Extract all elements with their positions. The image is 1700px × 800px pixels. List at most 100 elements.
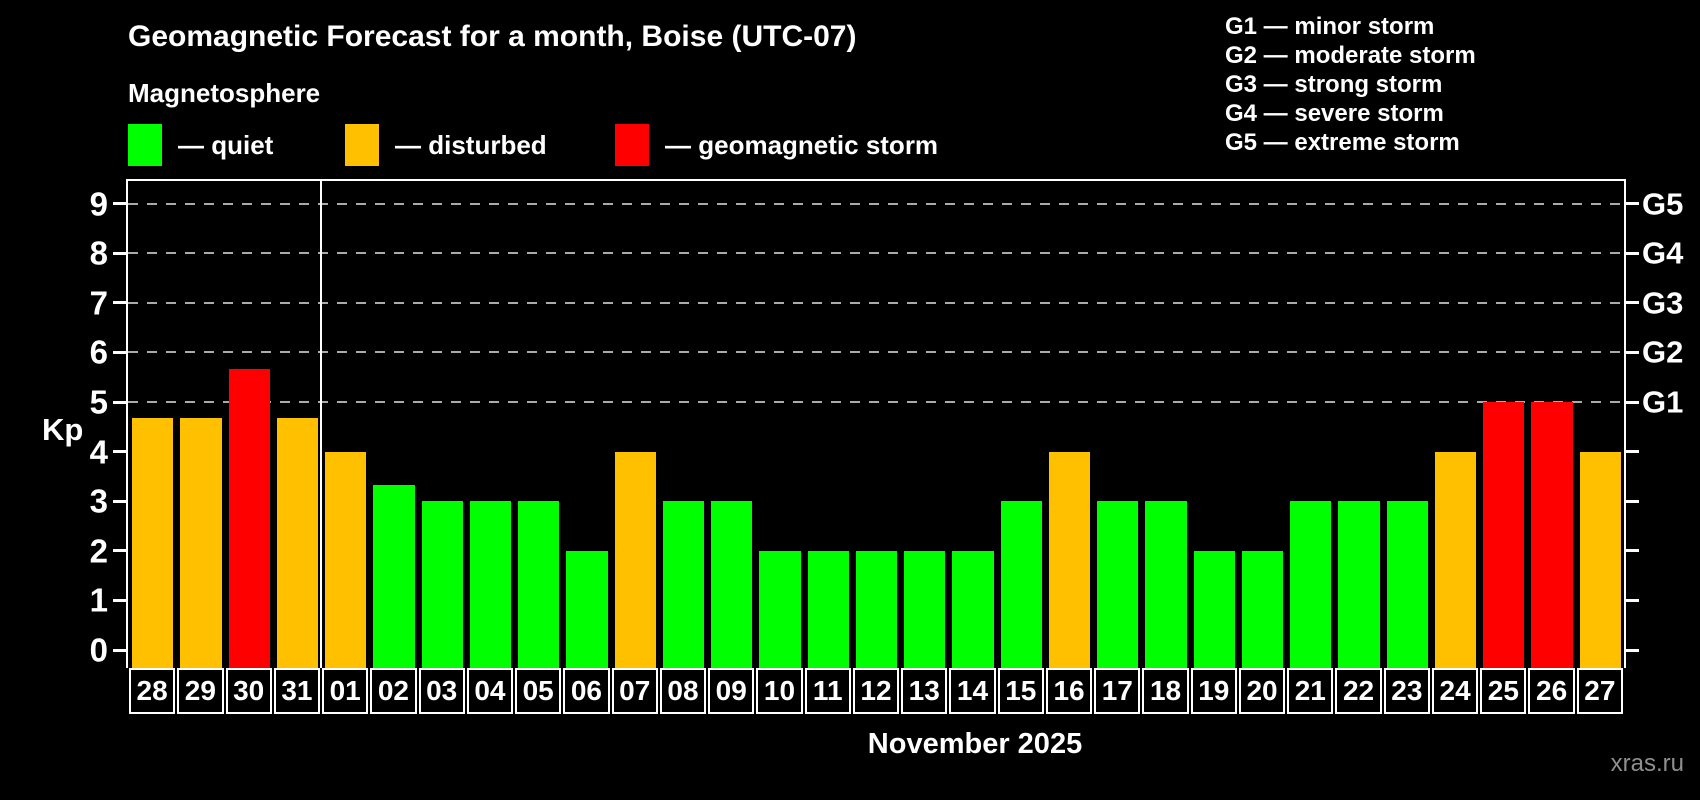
y-tick-label-1: 1 bbox=[89, 581, 108, 619]
day-label-16: 16 bbox=[1045, 668, 1093, 714]
kp-bar-day-14 bbox=[952, 550, 994, 668]
legend-label-quiet: — quiet bbox=[178, 129, 274, 160]
day-label-21: 21 bbox=[1287, 668, 1334, 714]
y-tick-label-3: 3 bbox=[89, 482, 108, 520]
day-label-03: 03 bbox=[418, 668, 465, 714]
y-tick-label-5: 5 bbox=[89, 383, 108, 421]
g-axis-label-g1: G1 bbox=[1642, 384, 1684, 420]
right-tick-2 bbox=[1626, 549, 1639, 553]
g-axis-label-g5: G5 bbox=[1642, 186, 1684, 222]
y-tick-label-6: 6 bbox=[89, 333, 108, 371]
y-tick-9 bbox=[113, 202, 126, 206]
kp-bar-day-25 bbox=[1483, 402, 1525, 668]
day-label-08: 08 bbox=[659, 668, 707, 714]
day-label-25: 25 bbox=[1480, 668, 1527, 714]
y-tick-1 bbox=[113, 598, 126, 602]
quiet-color-swatch-icon bbox=[128, 124, 162, 166]
storm-scale-item-g1: G1 — minor storm bbox=[1225, 13, 1435, 40]
month-boundary-divider bbox=[320, 181, 323, 668]
kp-bar-day-08 bbox=[662, 501, 705, 668]
storm-scale-item-g5: G5 — extreme storm bbox=[1225, 129, 1460, 156]
kp-bar-day-18 bbox=[1145, 501, 1187, 668]
gridline-kp7 bbox=[128, 301, 1624, 304]
y-axis-title: Kp bbox=[42, 412, 84, 447]
day-label-26: 26 bbox=[1528, 668, 1575, 714]
day-label-22: 22 bbox=[1335, 668, 1382, 714]
y-tick-label-8: 8 bbox=[89, 234, 108, 272]
y-tick-0 bbox=[113, 648, 126, 652]
y-tick-6 bbox=[113, 350, 126, 354]
y-tick-3 bbox=[113, 499, 126, 503]
plot-area: 0 1 2 3 4 5 6 7 8 9 G1 G2 G3 G4 G5 bbox=[90, 179, 1683, 668]
y-tick-7 bbox=[113, 301, 126, 305]
day-label-14: 14 bbox=[949, 668, 996, 714]
chart-title: Geomagnetic Forecast for a month, Boise … bbox=[128, 20, 857, 53]
storm-scale-item-g2: G2 — moderate storm bbox=[1225, 42, 1476, 69]
right-tick-1 bbox=[1626, 598, 1639, 602]
day-label-09: 09 bbox=[708, 668, 755, 714]
kp-bar-day-28 bbox=[132, 418, 174, 668]
day-label-27: 27 bbox=[1576, 668, 1623, 714]
storm-scale-legend: G1 — minor storm G2 — moderate storm G3 … bbox=[1225, 12, 1476, 157]
day-label-06: 06 bbox=[563, 668, 610, 714]
kp-bar-day-01 bbox=[325, 451, 367, 668]
kp-bar-day-13 bbox=[904, 550, 946, 668]
storm-scale-item-g3: G3 — strong storm bbox=[1225, 71, 1443, 98]
kp-bar-day-04 bbox=[469, 501, 512, 668]
right-tick-4 bbox=[1626, 450, 1639, 454]
chart-subtitle: Magnetosphere bbox=[128, 78, 321, 108]
storm-scale-item-g4: G4 — severe storm bbox=[1225, 100, 1444, 127]
day-label-11: 11 bbox=[804, 668, 851, 714]
legend-item-quiet: — quiet bbox=[128, 122, 273, 168]
gridline-kp6 bbox=[128, 351, 1624, 354]
day-label-18: 18 bbox=[1142, 668, 1189, 714]
day-label-07: 07 bbox=[611, 668, 658, 714]
y-tick-label-4: 4 bbox=[89, 433, 108, 471]
x-axis-day-labels: 28 29 30 31 01 02 03 04 05 06 07 08 09 10 11 12 13 14 15 16… bbox=[128, 668, 1624, 714]
right-tick-8 bbox=[1626, 251, 1639, 255]
y-tick-8 bbox=[113, 251, 126, 255]
y-tick-label-0: 0 bbox=[89, 631, 108, 669]
right-tick-7 bbox=[1626, 301, 1639, 305]
day-label-02: 02 bbox=[370, 668, 417, 714]
kp-bar-day-24 bbox=[1434, 451, 1477, 668]
day-label-29: 29 bbox=[177, 668, 224, 714]
kp-bar-day-17 bbox=[1097, 501, 1139, 668]
day-label-01: 01 bbox=[322, 668, 369, 714]
day-label-05: 05 bbox=[515, 668, 562, 714]
gridline-kp8 bbox=[128, 252, 1624, 255]
kp-bar-day-31 bbox=[276, 418, 319, 668]
y-tick-4 bbox=[113, 450, 126, 454]
day-label-28: 28 bbox=[129, 668, 176, 714]
day-label-12: 12 bbox=[852, 668, 900, 714]
legend-label-storm: — geomagnetic storm bbox=[665, 129, 939, 160]
right-tick-0 bbox=[1626, 648, 1639, 652]
g-axis-label-g3: G3 bbox=[1642, 285, 1684, 321]
legend-item-storm: — geomagnetic storm bbox=[615, 122, 938, 168]
kp-bar-day-26 bbox=[1531, 402, 1573, 668]
day-label-13: 13 bbox=[901, 668, 948, 714]
day-label-20: 20 bbox=[1238, 668, 1286, 714]
kp-bar-day-23 bbox=[1386, 501, 1428, 668]
legend-label-disturbed: — disturbed bbox=[395, 129, 547, 160]
kp-bar-day-03 bbox=[421, 501, 463, 668]
day-label-30: 30 bbox=[225, 668, 272, 714]
gridline-kp9 bbox=[128, 202, 1624, 205]
plot-inner: 0 1 2 3 4 5 6 7 8 9 G1 G2 G3 G4 G5 bbox=[90, 181, 1683, 668]
x-axis-title: November 2025 bbox=[867, 728, 1083, 760]
kp-bar-day-21 bbox=[1290, 501, 1332, 668]
kp-bar-day-30 bbox=[228, 368, 270, 668]
kp-bar-day-16 bbox=[1048, 451, 1091, 668]
y-tick-5 bbox=[113, 400, 126, 404]
right-tick-6 bbox=[1626, 350, 1639, 354]
kp-bar-day-29 bbox=[180, 418, 222, 668]
disturbed-color-swatch-icon bbox=[345, 124, 379, 166]
y-tick-label-7: 7 bbox=[89, 284, 108, 322]
storm-color-swatch-icon bbox=[615, 124, 649, 166]
day-label-31: 31 bbox=[273, 668, 321, 714]
day-label-17: 17 bbox=[1094, 668, 1141, 714]
right-tick-3 bbox=[1626, 499, 1639, 503]
g-axis-label-g2: G2 bbox=[1642, 334, 1684, 370]
day-label-15: 15 bbox=[997, 668, 1044, 714]
